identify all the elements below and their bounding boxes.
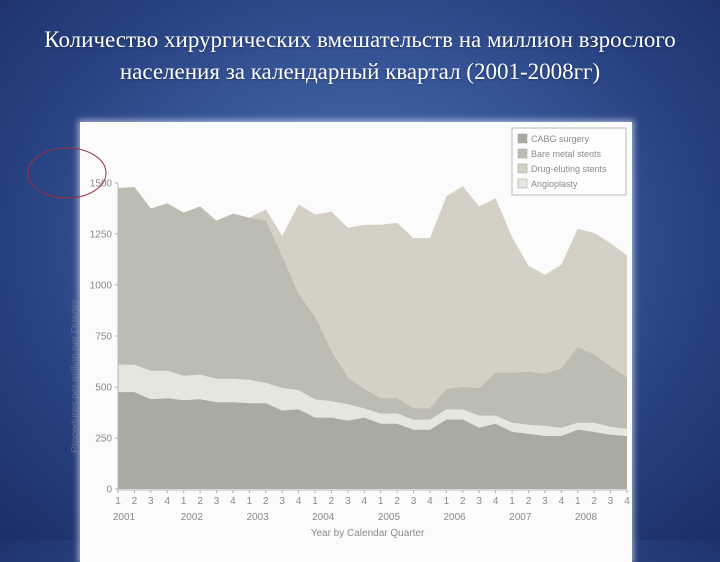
x-year-label: 2001 xyxy=(113,512,136,523)
legend-swatch-cabg xyxy=(517,133,528,144)
y-tick-label: 1500 xyxy=(90,179,113,190)
x-year-label: 2005 xyxy=(378,512,401,523)
y-tick-label: 1000 xyxy=(90,281,113,292)
y-tick-label: 250 xyxy=(95,434,112,445)
x-year-label: 2003 xyxy=(246,512,269,523)
x-quarter-label: 3 xyxy=(542,496,548,507)
x-quarter-label: 4 xyxy=(164,496,170,507)
legend-label-bare-metal: Bare metal stents xyxy=(531,149,602,159)
x-year-label: 2006 xyxy=(443,512,466,523)
x-quarter-label: 3 xyxy=(608,496,614,507)
slide-title: Количество хирургических вмешательств на… xyxy=(0,24,720,88)
x-quarter-label: 4 xyxy=(427,496,433,507)
x-quarter-label: 3 xyxy=(148,496,154,507)
x-quarter-label: 3 xyxy=(214,496,220,507)
x-quarter-label: 3 xyxy=(476,496,482,507)
y-axis-title: Procedures per million per Quarter xyxy=(70,299,81,453)
x-year-label: 2002 xyxy=(181,512,204,523)
y-tick-label: 500 xyxy=(95,383,112,394)
y-tick-label: 750 xyxy=(95,332,112,343)
legend-label-drug-eluting: Drug-eluting stents xyxy=(531,164,607,174)
x-quarter-label: 1 xyxy=(312,496,318,507)
x-quarter-label: 4 xyxy=(296,496,302,507)
x-quarter-label: 2 xyxy=(197,496,203,507)
x-axis-title: Year by Calendar Quarter xyxy=(311,528,425,539)
area-cabg xyxy=(118,392,627,489)
x-quarter-label: 2 xyxy=(394,496,400,507)
chart-panel: 0 250 500 750 1000 1250 1500 1 2 3 4 1 2 3 4 1 2 3 4 1 2 3 4 1 2… xyxy=(27,122,632,562)
x-quarter-label: 1 xyxy=(444,496,450,507)
legend: CABG surgery Bare metal stents Drug-elutin… xyxy=(511,127,627,196)
x-quarter-label: 2 xyxy=(263,496,269,507)
slide-title-line-2: населения за календарный квартал (2001-2… xyxy=(119,59,601,84)
legend-label-cabg: CABG surgery xyxy=(531,134,590,144)
x-year-label: 2004 xyxy=(312,512,335,523)
y-tick-label: 1250 xyxy=(90,230,113,241)
x-quarter-label: 1 xyxy=(575,496,581,507)
y-tick-label: 0 xyxy=(106,485,112,496)
legend-label-angioplasty: Angioplasty xyxy=(531,179,578,189)
legend-swatch-bare-metal xyxy=(517,148,528,159)
legend-swatch-drug-eluting xyxy=(517,163,528,174)
x-quarter-label: 4 xyxy=(362,496,368,507)
x-quarter-label: 4 xyxy=(230,496,236,507)
x-quarter-label: 2 xyxy=(132,496,138,507)
x-quarter-label: 4 xyxy=(559,496,565,507)
annotation-ellipse xyxy=(27,147,107,199)
x-quarter-label: 2 xyxy=(460,496,466,507)
x-quarter-label: 3 xyxy=(279,496,285,507)
x-quarter-label: 4 xyxy=(493,496,499,507)
x-year-label: 2007 xyxy=(509,512,532,523)
x-quarter-label: 1 xyxy=(181,496,187,507)
x-quarter-label: 4 xyxy=(624,496,630,507)
x-quarter-label: 1 xyxy=(509,496,515,507)
x-quarter-label: 3 xyxy=(411,496,417,507)
x-quarter-label: 2 xyxy=(591,496,597,507)
x-quarter-label: 3 xyxy=(345,496,351,507)
x-quarter-label: 1 xyxy=(247,496,253,507)
x-quarter-label: 1 xyxy=(378,496,384,507)
x-year-label: 2008 xyxy=(575,512,598,523)
slide-title-line-1: Количество хирургических вмешательств на… xyxy=(44,27,676,52)
x-quarter-label: 2 xyxy=(329,496,335,507)
legend-box xyxy=(511,127,627,196)
x-quarter-label: 1 xyxy=(115,496,121,507)
x-quarter-label: 2 xyxy=(526,496,532,507)
legend-swatch-angioplasty xyxy=(517,178,528,189)
